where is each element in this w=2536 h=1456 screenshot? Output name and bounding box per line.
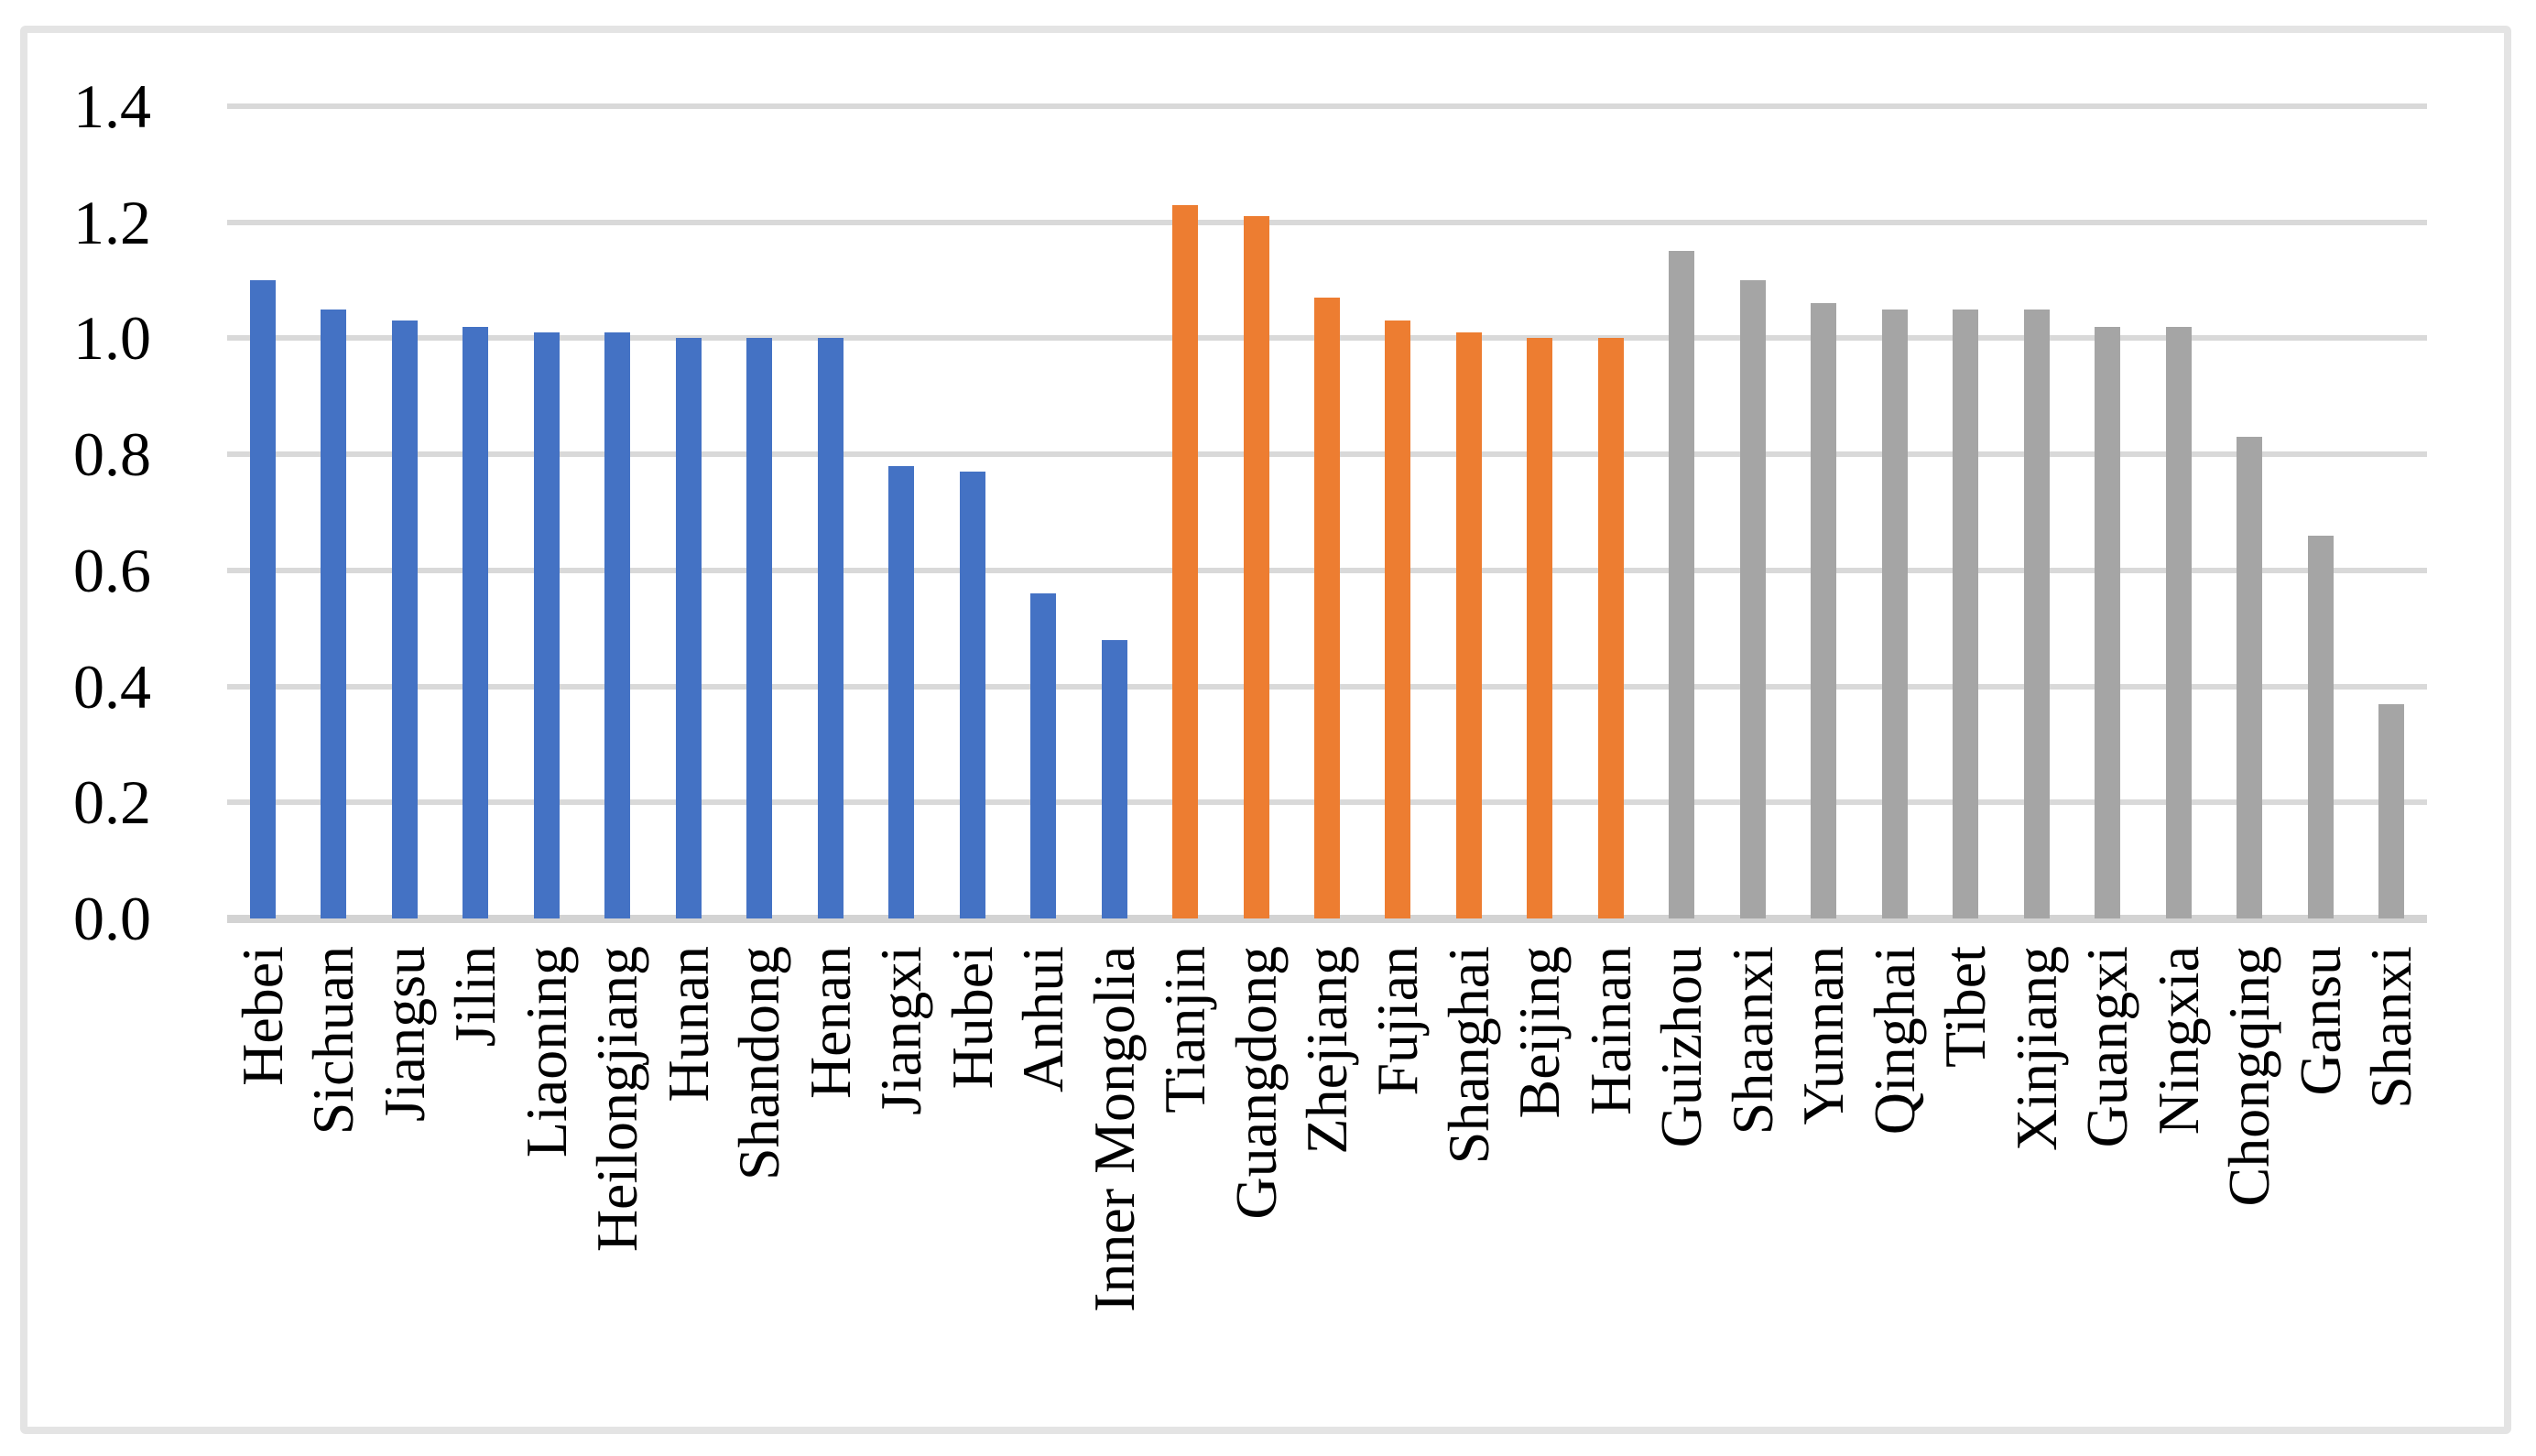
x-tick-label-anhui: Anhui (1010, 946, 1075, 1092)
x-tick-label-chongqing: Chongqing (2216, 946, 2281, 1207)
bar-shandong (746, 338, 772, 918)
y-tick-label-1.4: 1.4 (73, 71, 151, 141)
bar-anhui (1030, 593, 1056, 918)
x-tick-label-hunan: Hunan (656, 946, 721, 1103)
y-tick-label-0.4: 0.4 (73, 652, 151, 722)
x-tick-label-hebei: Hebei (230, 946, 295, 1086)
gridline-1.4 (227, 103, 2427, 109)
bar-shanghai (1456, 332, 1482, 918)
x-tick-label-tibet: Tibet (1932, 946, 1997, 1068)
x-tick-label-shanxi: Shanxi (2358, 946, 2423, 1109)
bar-sichuan (321, 310, 346, 918)
bar-henan (818, 338, 844, 918)
x-tick-label-fujian: Fujian (1365, 946, 1430, 1096)
bar-shanxi (2378, 704, 2404, 918)
x-tick-label-heilongjiang: Heilongjiang (584, 946, 649, 1253)
x-tick-label-inner-mongolia: Inner Mongolia (1082, 946, 1147, 1312)
bar-jiangxi (888, 466, 914, 918)
x-tick-label-shanghai: Shanghai (1436, 946, 1501, 1165)
x-tick-label-shandong: Shandong (726, 946, 791, 1180)
bar-guangdong (1244, 216, 1269, 918)
bar-guizhou (1669, 251, 1694, 918)
y-tick-label-1.2: 1.2 (73, 188, 151, 257)
y-tick-label-0.2: 0.2 (73, 767, 151, 837)
x-tick-label-sichuan: Sichuan (300, 946, 365, 1135)
x-tick-label-xinjiang: Xinjiang (2004, 946, 2069, 1151)
bar-fujian (1385, 321, 1410, 918)
bar-hainan (1598, 338, 1624, 918)
x-tick-label-shaanxi: Shaanxi (1720, 946, 1785, 1135)
x-tick-label-liaoning: Liaoning (514, 946, 579, 1158)
x-tick-label-jiangsu: Jiangsu (372, 946, 437, 1122)
x-tick-label-yunnan: Yunnan (1790, 946, 1856, 1125)
x-tick-label-guizhou: Guizhou (1649, 946, 1714, 1148)
x-tick-label-zhejiang: Zhejiang (1294, 946, 1359, 1155)
bar-jilin (463, 327, 488, 918)
bar-xinjiang (2024, 310, 2050, 918)
bar-qinghai (1882, 310, 1908, 918)
bar-hubei (960, 472, 985, 918)
bar-ningxia (2166, 327, 2192, 918)
y-tick-label-0.8: 0.8 (73, 419, 151, 489)
x-tick-label-tianjin: Tianjin (1152, 946, 1217, 1114)
x-tick-label-qinghai: Qinghai (1862, 946, 1927, 1135)
bar-heilongjiang (604, 332, 630, 918)
x-tick-label-jiangxi: Jiangxi (868, 946, 933, 1115)
bar-liaoning (534, 332, 560, 918)
bar-zhejiang (1314, 298, 1340, 918)
x-tick-label-gansu: Gansu (2288, 946, 2353, 1096)
x-tick-label-guangxi: Guangxi (2074, 946, 2139, 1148)
bar-jiangsu (392, 321, 418, 918)
bar-inner-mongolia (1102, 640, 1127, 918)
x-tick-label-jilin: Jilin (442, 946, 507, 1048)
bar-chongqing (2237, 437, 2262, 918)
gridline-1.2 (227, 220, 2427, 225)
bar-yunnan (1811, 303, 1836, 918)
x-tick-label-henan: Henan (798, 946, 863, 1100)
y-tick-label-0.6: 0.6 (73, 536, 151, 605)
bar-shaanxi (1740, 280, 1766, 918)
x-tick-label-guangdong: Guangdong (1224, 946, 1289, 1220)
bar-tianjin (1172, 205, 1198, 918)
x-tick-label-hainan: Hainan (1578, 946, 1643, 1115)
x-tick-label-beijing: Beijing (1507, 946, 1572, 1119)
x-tick-label-hubei: Hubei (940, 946, 1005, 1090)
bar-gansu (2308, 536, 2334, 918)
bar-beijing (1527, 338, 1552, 918)
x-axis-line (227, 915, 2427, 923)
bar-hebei (250, 280, 276, 918)
x-tick-label-ningxia: Ningxia (2146, 946, 2211, 1135)
bar-hunan (676, 338, 702, 918)
bar-guangxi (2095, 327, 2120, 918)
y-tick-label-0.0: 0.0 (73, 884, 151, 953)
y-tick-label-1.0: 1.0 (73, 303, 151, 373)
bar-tibet (1953, 310, 1978, 918)
